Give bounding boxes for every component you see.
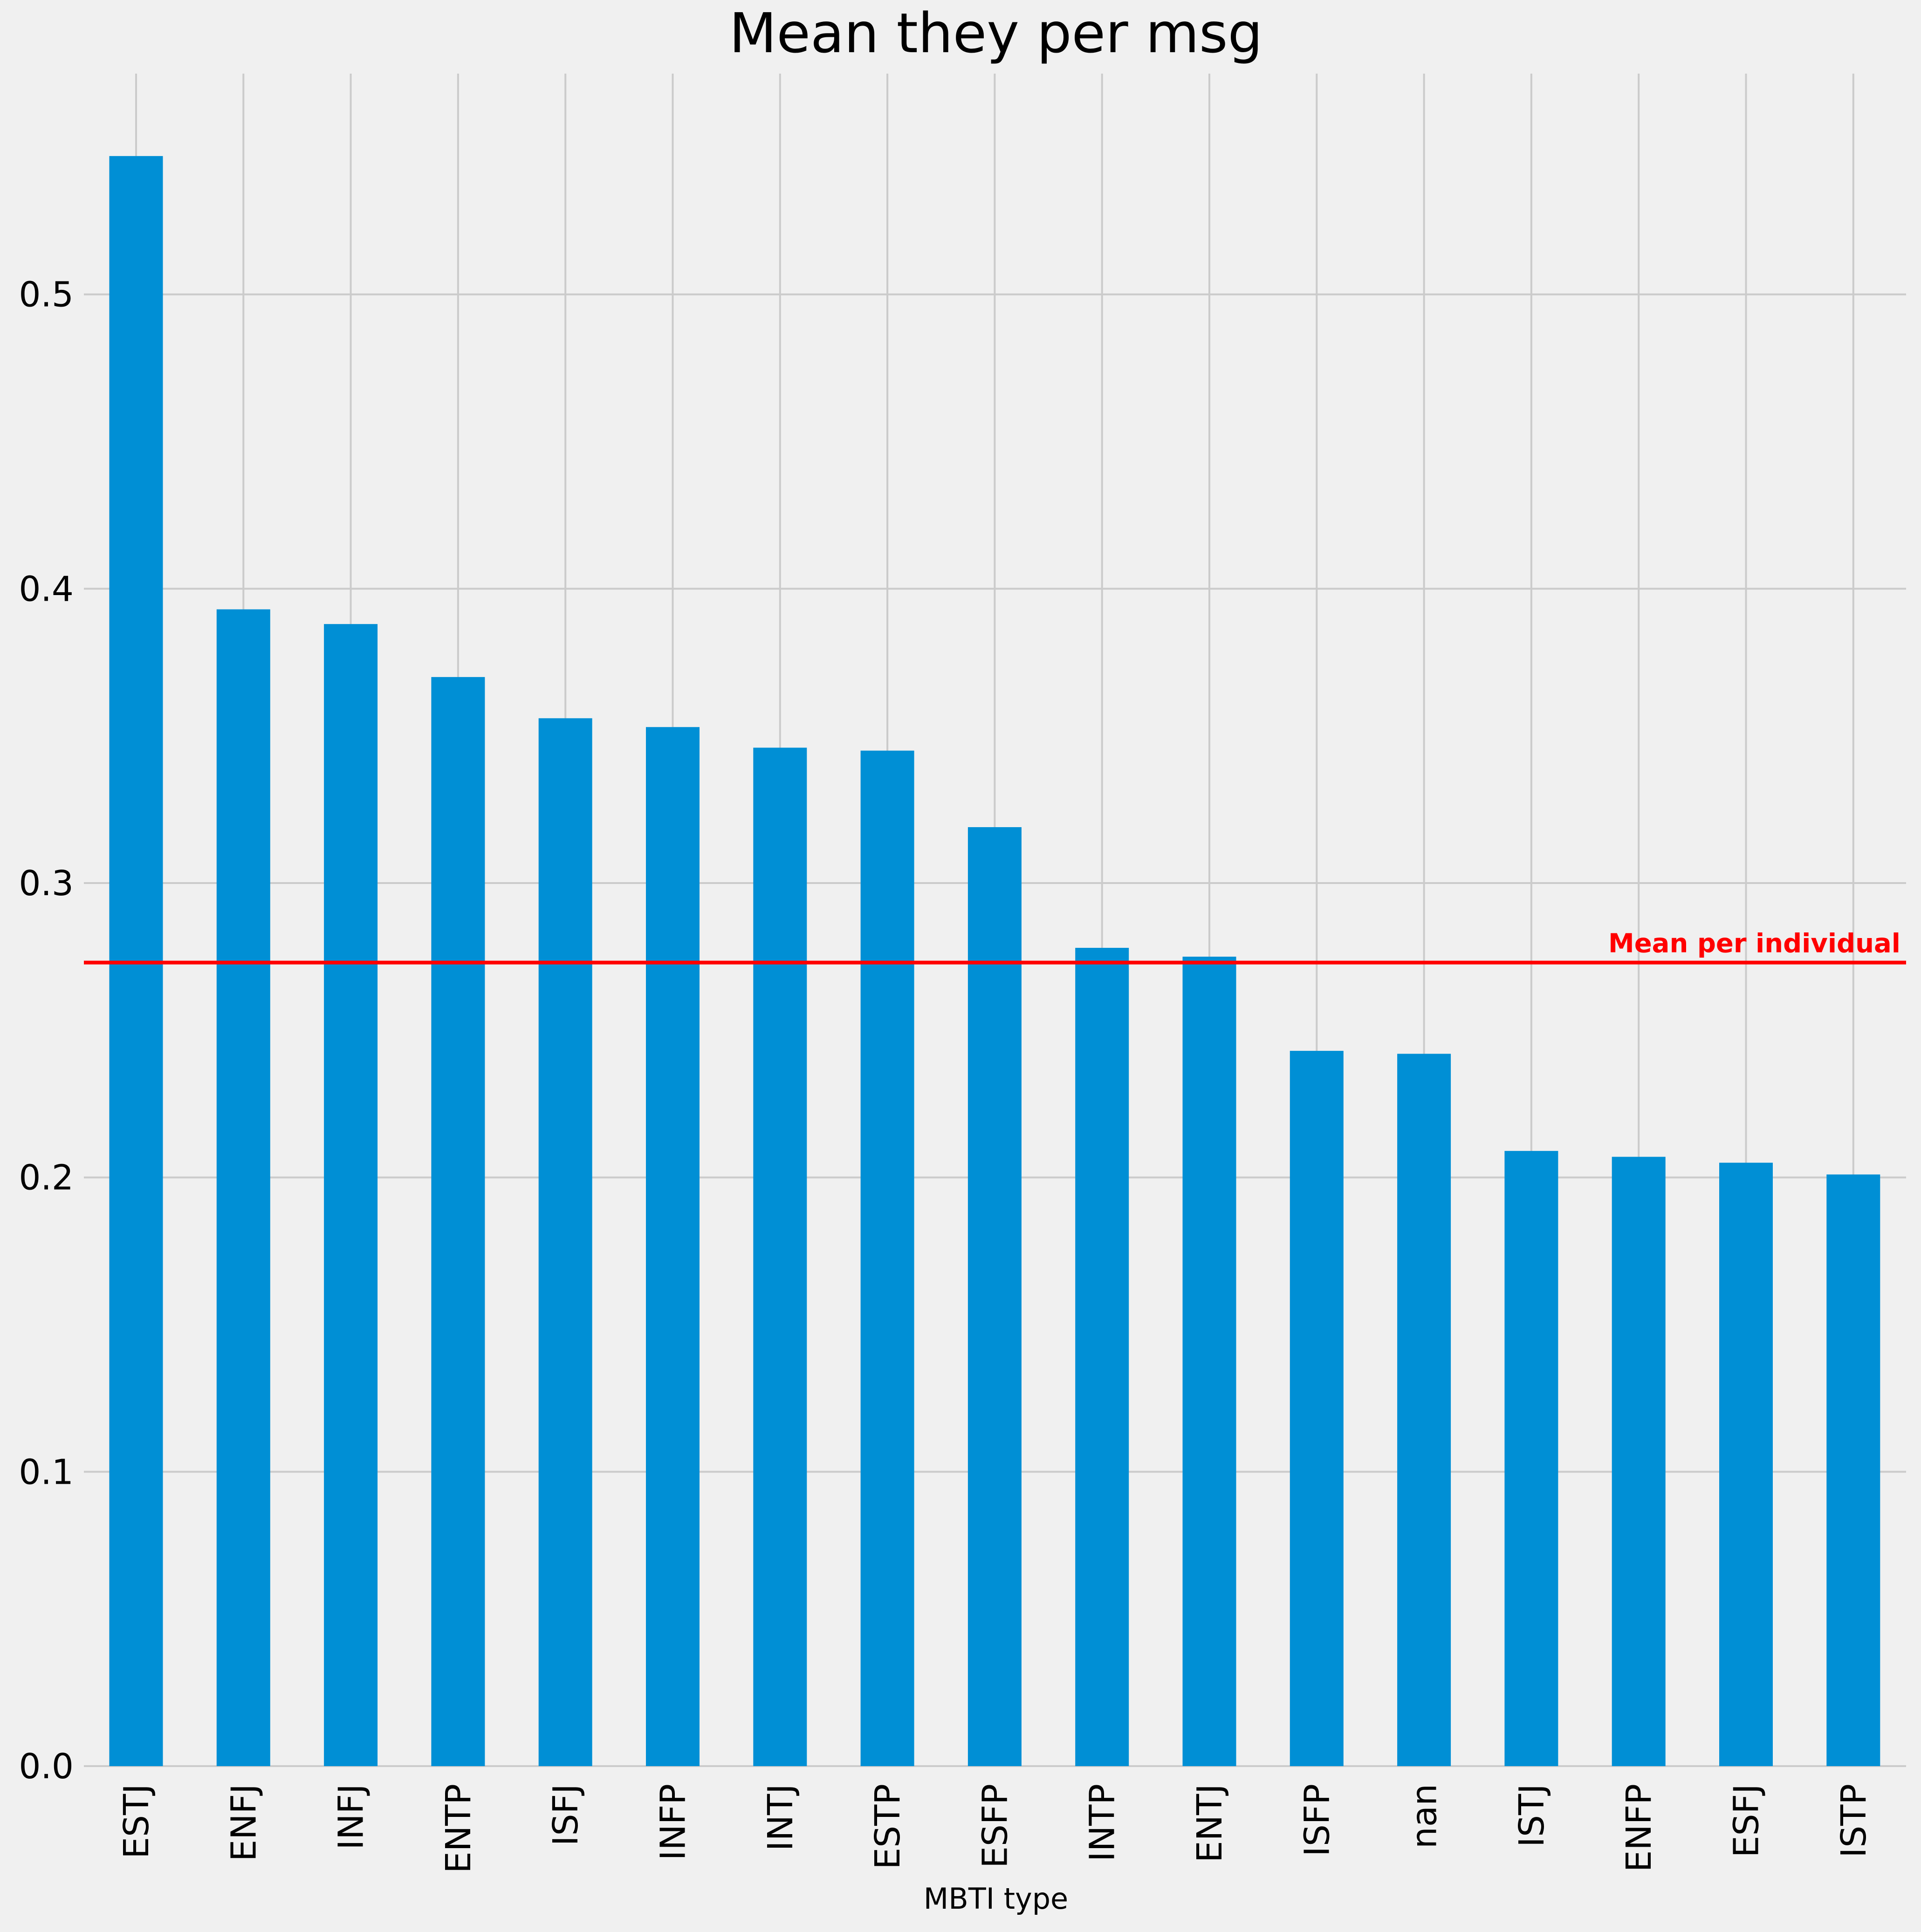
x-tick-label: ENTJ	[1190, 1784, 1230, 1863]
y-axis-ticks: 0.0 0.1 0.2 0.3 0.4 0.5	[19, 275, 74, 1787]
x-tick-label: nan	[1405, 1784, 1445, 1849]
bar	[860, 750, 914, 1766]
bar	[1719, 1163, 1773, 1766]
x-tick-label: ISTJ	[1512, 1784, 1552, 1847]
bars	[109, 156, 1880, 1767]
x-tick-label: INTP	[1083, 1784, 1123, 1862]
x-tick-label: ESFJ	[1727, 1784, 1767, 1857]
x-tick-label: INFP	[653, 1784, 693, 1860]
bar	[753, 747, 807, 1767]
y-tick-label: 0.2	[19, 1158, 74, 1198]
x-tick-label: ESTP	[868, 1784, 908, 1870]
x-tick-label: INFJ	[331, 1784, 371, 1850]
bar	[1075, 948, 1129, 1766]
y-tick-label: 0.1	[19, 1452, 74, 1492]
y-tick-label: 0.5	[19, 275, 74, 315]
x-tick-label: ENFP	[1619, 1784, 1659, 1872]
bar	[1182, 956, 1236, 1766]
bar	[1290, 1051, 1344, 1766]
bar	[967, 827, 1022, 1766]
bar	[431, 677, 485, 1766]
y-tick-label: 0.0	[19, 1747, 74, 1787]
bar	[538, 718, 592, 1766]
x-tick-label: ESFP	[975, 1784, 1015, 1868]
reference-line-group: Mean per individual	[84, 929, 1906, 965]
reference-line-label: Mean per individual	[1608, 929, 1900, 959]
bar	[216, 609, 270, 1766]
x-tick-label: ISTP	[1834, 1784, 1874, 1858]
x-axis-label: MBTI type	[924, 1882, 1068, 1916]
x-tick-label: INTJ	[761, 1784, 801, 1851]
chart-title: Mean they per msg	[729, 1, 1263, 65]
bar	[1612, 1157, 1666, 1766]
bar	[324, 624, 378, 1767]
bar	[1397, 1054, 1451, 1766]
y-tick-label: 0.3	[19, 863, 74, 904]
bar	[1826, 1174, 1880, 1766]
bar	[646, 727, 700, 1766]
x-axis-ticks: ESTJ ENFJ INFJ ENTP ISFJ INFP INTJ ESTP ESFP INTP…	[117, 1784, 1874, 1873]
x-tick-label: ENTP	[439, 1784, 479, 1873]
x-tick-label: ISFP	[1297, 1784, 1337, 1857]
x-tick-label: ESTJ	[117, 1784, 157, 1859]
bar	[1504, 1151, 1558, 1766]
y-tick-label: 0.4	[19, 569, 74, 609]
x-tick-label: ENFJ	[224, 1784, 264, 1862]
x-tick-label: ISFJ	[546, 1784, 586, 1846]
